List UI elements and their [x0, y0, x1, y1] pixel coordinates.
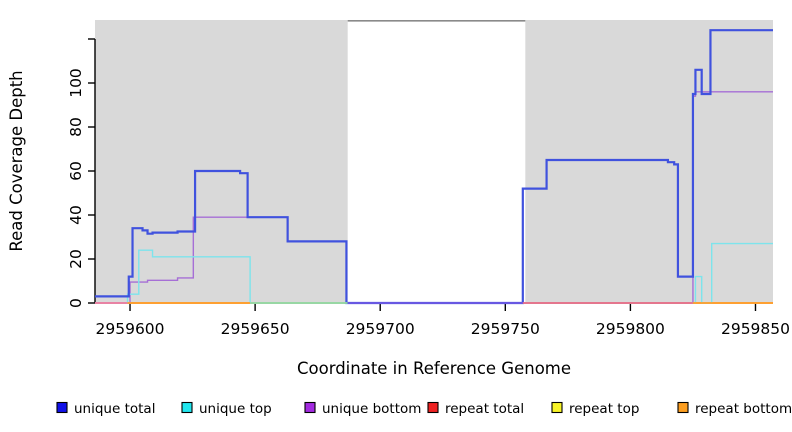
x-tick-label: 2959850: [721, 320, 790, 338]
legend-swatch-repeat-top: [551, 401, 563, 414]
x-tick-label: 2959700: [346, 320, 415, 338]
legend-swatch-unique-top: [181, 401, 193, 414]
legend-label-unique-top: unique top: [199, 401, 272, 417]
x-tick-label: 2959650: [221, 320, 290, 338]
legend-swatch-repeat-total: [427, 401, 439, 414]
x-tick-label: 2959750: [471, 320, 540, 338]
legend-label-unique-bottom: unique bottom: [322, 401, 421, 417]
y-tick-label: 80: [67, 117, 85, 137]
y-axis-title: Read Coverage Depth: [7, 70, 26, 251]
y-tick-label: 0: [67, 298, 85, 308]
y-tick-label: 40: [67, 205, 85, 225]
x-tick-label: 2959600: [96, 320, 165, 338]
legend-label-repeat-bottom: repeat bottom: [695, 401, 792, 417]
y-tick-label: 60: [67, 161, 85, 181]
legend-swatch-unique-total: [56, 401, 68, 414]
x-axis-title: Coordinate in Reference Genome: [297, 359, 571, 378]
background-region: [95, 20, 348, 303]
background-region: [525, 20, 773, 303]
y-tick-label: 20: [67, 249, 85, 269]
series-unique-total: [95, 29, 773, 305]
legend-swatch-repeat-bottom: [677, 401, 689, 414]
legend-label-repeat-total: repeat total: [445, 401, 524, 417]
legend-label-repeat-top: repeat top: [569, 401, 639, 417]
legend-label-unique-total: unique total: [74, 401, 155, 417]
legend-swatch-unique-bottom: [304, 401, 316, 414]
x-tick-label: 2959800: [596, 320, 665, 338]
y-tick-label: 100: [67, 68, 85, 98]
